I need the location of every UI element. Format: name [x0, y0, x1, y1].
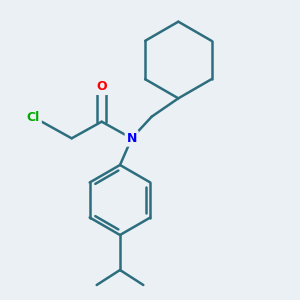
- Text: O: O: [96, 80, 107, 93]
- Text: Cl: Cl: [27, 111, 40, 124]
- Text: N: N: [127, 132, 137, 145]
